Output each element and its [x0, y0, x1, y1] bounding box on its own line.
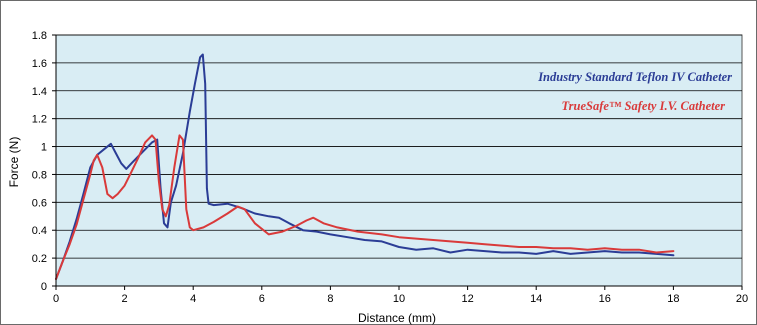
x-tick-label-0: 0: [53, 293, 59, 305]
y-tick-label-8: 1.6: [32, 58, 47, 70]
x-tick-label-6: 12: [461, 293, 473, 305]
plot-area: [55, 34, 743, 287]
x-tick-label-3: 6: [259, 293, 265, 305]
tick-labels: 0 0.2 0.4 0.6 0.8 1 1.2 1.4 1.6 1.8 0 2 4 6 8 10 12 14 16 1…: [32, 30, 748, 305]
y-tick-label-4: 0.8: [32, 169, 47, 181]
y-tick-label-6: 1.2: [32, 114, 47, 126]
y-tick-label-7: 1.4: [32, 86, 47, 98]
x-tick-label-4: 8: [327, 293, 333, 305]
x-tick-label-1: 2: [122, 293, 128, 305]
x-tick-label-5: 10: [393, 293, 405, 305]
y-tick-label-3: 0.6: [32, 197, 47, 209]
series-line-1: [55, 53, 675, 280]
legend-teflon-catheter: Industry Standard Teflon IV Catheter: [537, 70, 732, 84]
series-line-2: [55, 134, 675, 280]
legend-truesafe-catheter: TrueSafe™ Safety I.V. Catheter: [561, 99, 725, 113]
y-axis-title: Force (N): [7, 137, 21, 188]
y-tick-label-1: 0.2: [32, 253, 47, 265]
x-axis-title: Distance (mm): [358, 311, 436, 325]
y-tick-label-5: 1: [41, 142, 47, 154]
x-tick-label-8: 16: [599, 293, 611, 305]
x-tick-label-7: 14: [530, 293, 542, 305]
x-tick-label-10: 20: [736, 293, 748, 305]
y-tick-label-9: 1.8: [32, 30, 47, 42]
x-tick-label-2: 4: [190, 293, 196, 305]
y-tick-label-2: 0.4: [32, 225, 47, 237]
gridlines: [56, 34, 742, 259]
series-layer: [55, 53, 675, 280]
x-tick-label-9: 18: [667, 293, 679, 305]
y-tick-label-0: 0: [41, 281, 47, 293]
